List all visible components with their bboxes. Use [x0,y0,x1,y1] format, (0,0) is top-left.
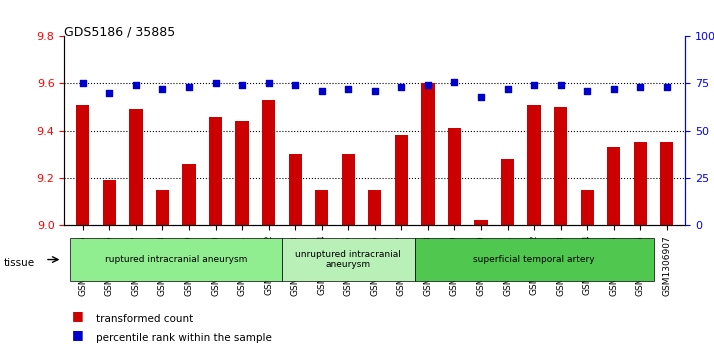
Bar [76,105,89,225]
Bar [315,189,328,225]
Text: GDS5186 / 35885: GDS5186 / 35885 [64,25,176,38]
Point [555,82,566,88]
Point [369,88,381,94]
Text: unruptured intracranial
aneurysm: unruptured intracranial aneurysm [296,250,401,269]
Point [396,84,407,90]
Point [528,82,540,88]
Point [422,82,433,88]
Bar [103,180,116,225]
Bar [209,117,222,225]
Point [608,86,620,92]
Bar [395,135,408,225]
Text: superficial temporal artery: superficial temporal artery [473,255,595,264]
Bar [607,147,620,225]
FancyBboxPatch shape [282,238,415,281]
Point [236,82,248,88]
Point [316,88,328,94]
Text: tissue: tissue [4,258,35,268]
Point [502,86,513,92]
Bar [580,189,594,225]
Point [104,90,115,96]
Bar [262,100,276,225]
Point [449,79,461,85]
Point [635,84,646,90]
Point [581,88,593,94]
Bar [474,220,488,225]
Point [157,86,169,92]
Text: percentile rank within the sample: percentile rank within the sample [96,333,272,343]
Bar [288,154,302,225]
Text: ■: ■ [71,309,83,322]
Bar [129,110,143,225]
FancyBboxPatch shape [69,238,282,281]
Point [263,81,274,86]
Point [661,84,673,90]
Bar [528,105,540,225]
Point [343,86,354,92]
Point [210,81,221,86]
Point [476,94,487,99]
Point [289,82,301,88]
Point [130,82,141,88]
Bar [368,189,381,225]
Bar [554,107,568,225]
Bar [342,154,355,225]
Bar [182,164,196,225]
Point [183,84,195,90]
Bar [634,143,647,225]
Text: ruptured intracranial aneurysm: ruptured intracranial aneurysm [104,255,247,264]
Text: transformed count: transformed count [96,314,193,325]
Bar [501,159,514,225]
Text: ■: ■ [71,327,83,340]
Point [77,81,89,86]
Bar [448,128,461,225]
Bar [236,121,248,225]
Bar [421,83,435,225]
Bar [156,189,169,225]
Bar [660,143,673,225]
FancyBboxPatch shape [415,238,653,281]
